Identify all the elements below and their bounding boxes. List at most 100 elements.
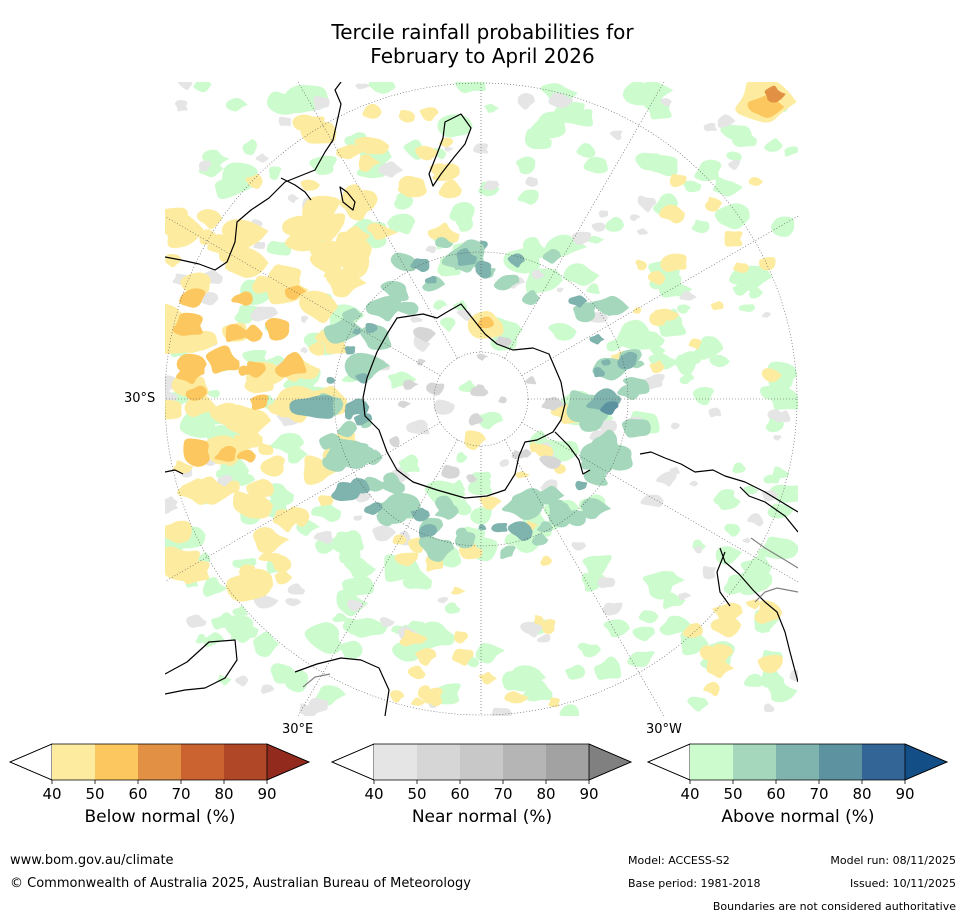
probability-patch xyxy=(179,288,206,308)
below-tick-label: 50 xyxy=(85,785,104,803)
probability-patch xyxy=(407,665,426,680)
near-swatch-2 xyxy=(417,744,460,780)
probability-patch xyxy=(456,248,477,266)
probability-patch xyxy=(287,194,300,204)
below-tick-label: 40 xyxy=(42,785,61,803)
probability-patch xyxy=(410,316,423,323)
probability-patch xyxy=(728,159,741,171)
probability-patch xyxy=(583,466,608,486)
probability-patch xyxy=(441,464,460,479)
probability-patch xyxy=(464,430,486,450)
probability-patch xyxy=(368,82,386,93)
map-canvas xyxy=(165,82,798,716)
probability-patch xyxy=(365,295,402,322)
probability-patch xyxy=(479,496,502,510)
probability-patch xyxy=(732,262,750,273)
website-link[interactable]: www.bom.gov.au/climate xyxy=(10,853,174,868)
probability-patch xyxy=(779,410,791,423)
below-swatch-2 xyxy=(95,744,138,780)
probability-patch xyxy=(365,322,378,334)
probability-patch xyxy=(313,95,330,111)
probability-patch xyxy=(609,130,623,141)
probability-patch xyxy=(669,173,687,188)
probability-patch xyxy=(165,388,178,403)
probability-patch xyxy=(757,654,783,674)
probability-patch xyxy=(537,485,565,505)
probability-patch xyxy=(501,671,526,691)
probability-patch xyxy=(347,599,365,612)
probability-patch xyxy=(493,274,520,291)
probability-patch xyxy=(415,621,456,649)
probability-patch xyxy=(516,156,536,175)
probability-patch xyxy=(544,398,558,410)
latitude-circle-1 xyxy=(165,82,798,716)
probability-patch xyxy=(331,481,361,502)
probability-patch xyxy=(186,614,207,628)
base-period-text: Base period: 1981-2018 xyxy=(628,877,761,890)
probability-patch xyxy=(504,532,532,547)
probability-patch xyxy=(531,533,549,546)
probability-patch xyxy=(398,454,420,474)
near-tick-label: 60 xyxy=(450,785,469,803)
title-line-1: Tercile rainfall probabilities for xyxy=(331,20,634,44)
probability-patch xyxy=(682,623,704,638)
probability-patch xyxy=(687,696,709,712)
probability-patch xyxy=(742,537,751,544)
colorbar-below: 40 50 60 70 80 90 xyxy=(8,743,311,803)
probability-patch xyxy=(355,83,370,90)
probability-patch xyxy=(724,523,741,537)
probability-patch xyxy=(591,295,630,316)
near-swatch-3 xyxy=(460,744,503,780)
near-swatch-1 xyxy=(374,744,417,780)
probability-patch xyxy=(390,252,416,272)
probability-patch xyxy=(338,252,370,278)
probability-patch xyxy=(255,153,269,163)
probability-patch xyxy=(568,295,588,308)
probability-patch xyxy=(227,618,259,641)
probability-patch xyxy=(344,557,377,578)
probability-patch xyxy=(334,531,362,554)
latitude-label-30s: 30°S xyxy=(124,391,156,406)
probability-patch xyxy=(748,176,763,186)
probability-patch xyxy=(548,92,574,108)
probability-patch xyxy=(267,399,293,418)
probability-patch xyxy=(303,455,338,485)
probability-patch xyxy=(435,236,454,249)
probability-patch xyxy=(238,365,254,376)
probability-patch xyxy=(260,455,285,477)
probability-patch xyxy=(302,195,340,229)
below-swatch-over xyxy=(266,743,311,781)
above-swatch-over xyxy=(904,743,949,781)
australia-south-coast xyxy=(280,177,312,201)
probability-patch xyxy=(199,229,219,245)
probability-patch xyxy=(198,160,211,172)
probability-patch xyxy=(335,446,374,469)
probability-patch xyxy=(177,82,193,91)
probability-patch xyxy=(300,179,320,191)
legend-near-normal: 40 50 60 70 80 90 xyxy=(330,743,633,805)
probability-patch xyxy=(398,175,427,198)
probability-patch xyxy=(563,263,600,286)
probability-patch xyxy=(491,522,508,533)
probability-patch xyxy=(600,401,619,415)
above-swatch-5 xyxy=(862,744,905,780)
probability-patch xyxy=(214,177,253,200)
probability-patch xyxy=(732,462,746,474)
probability-patch xyxy=(418,534,455,562)
probability-patch xyxy=(522,237,547,259)
probability-patch xyxy=(453,631,469,644)
below-swatch-1 xyxy=(52,744,95,780)
south-america-tip-coast xyxy=(639,451,798,513)
probability-patch xyxy=(165,496,178,507)
probability-patch xyxy=(403,379,419,390)
probability-patch xyxy=(473,411,504,430)
probability-patch xyxy=(287,583,305,595)
probability-patch xyxy=(236,473,256,486)
probability-patch xyxy=(353,413,373,426)
probability-patch xyxy=(176,366,205,384)
probability-patch xyxy=(207,390,220,398)
probability-patch xyxy=(712,176,743,197)
probability-patch xyxy=(253,631,280,658)
probability-patch xyxy=(419,107,439,122)
probability-patch xyxy=(429,163,445,176)
